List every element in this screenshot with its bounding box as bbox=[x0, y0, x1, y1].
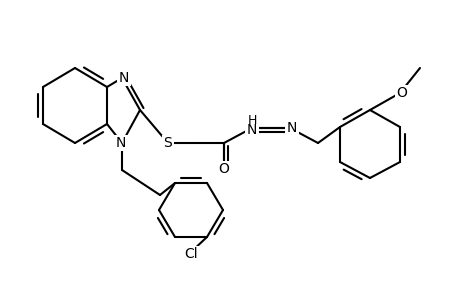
Text: N: N bbox=[246, 123, 257, 137]
Text: Cl: Cl bbox=[184, 247, 197, 261]
Text: S: S bbox=[163, 136, 172, 150]
Text: H: H bbox=[247, 113, 256, 127]
Text: O: O bbox=[218, 162, 229, 176]
Text: N: N bbox=[116, 136, 126, 150]
Text: O: O bbox=[396, 86, 407, 100]
Text: N: N bbox=[118, 71, 129, 85]
Text: N: N bbox=[286, 121, 297, 135]
